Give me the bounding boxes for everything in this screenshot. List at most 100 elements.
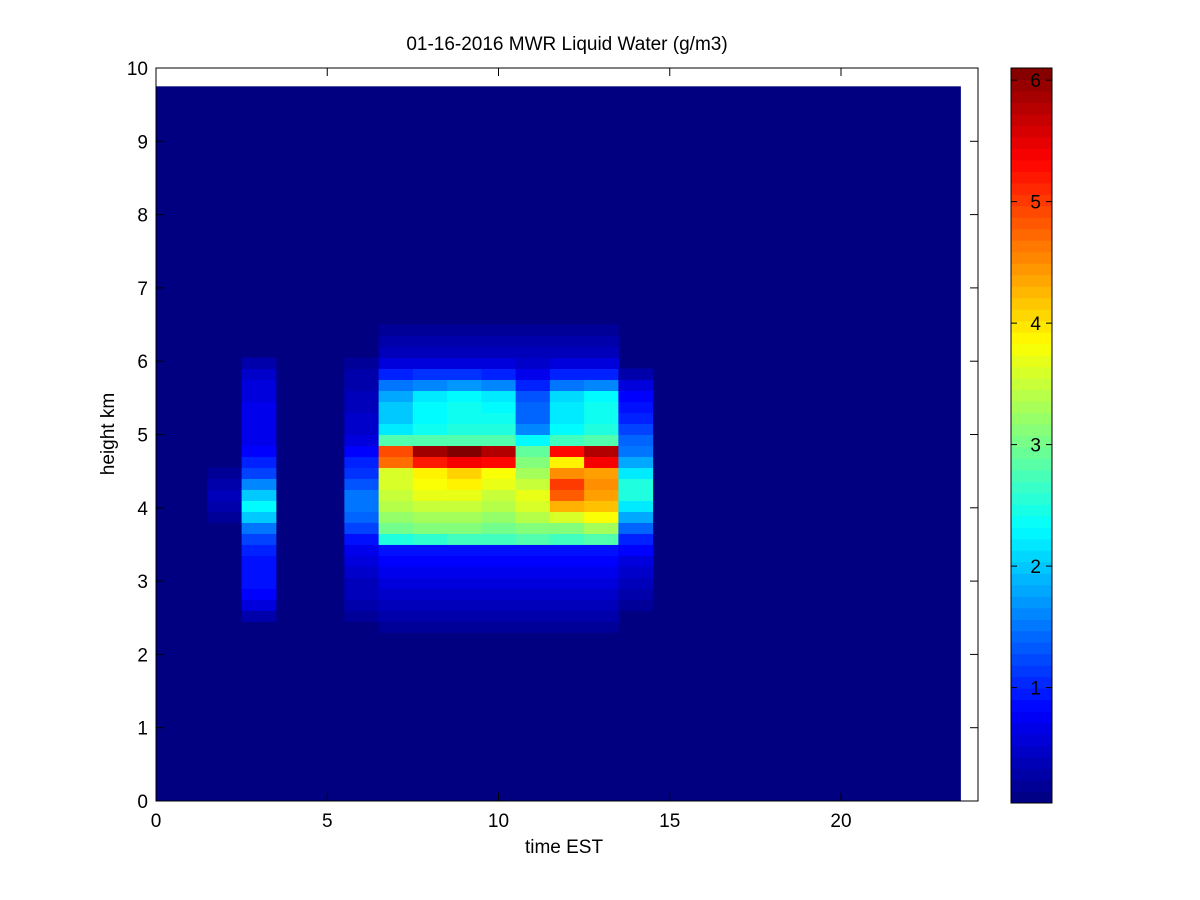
heatmap-cell bbox=[549, 335, 585, 348]
heatmap-cell bbox=[344, 599, 380, 611]
heatmap-cell bbox=[618, 412, 654, 425]
heatmap-cell bbox=[378, 610, 414, 622]
heatmap-cell bbox=[549, 555, 585, 567]
heatmap-cell bbox=[412, 412, 448, 425]
heatmap-cell bbox=[378, 434, 414, 446]
y-axis-ticks: 0 1 2 3 4 5 6 7 8 9 10 bbox=[127, 59, 978, 813]
heatmap-cell bbox=[515, 423, 551, 435]
heatmap-cell bbox=[549, 489, 585, 501]
colorbar-segment bbox=[1011, 182, 1052, 195]
heatmap-cell bbox=[549, 566, 585, 578]
heatmap-cell bbox=[549, 434, 585, 446]
colorbar-segment bbox=[1011, 113, 1052, 126]
heatmap-cell bbox=[447, 522, 482, 534]
heatmap-cell bbox=[618, 566, 654, 578]
heatmap-cell bbox=[515, 434, 551, 446]
heatmap-cell bbox=[241, 467, 277, 479]
heatmap-cell bbox=[344, 566, 380, 578]
y-tick-label: 0 bbox=[137, 792, 148, 813]
heatmap-cell bbox=[344, 489, 380, 501]
heatmap-cell bbox=[481, 324, 517, 337]
heatmap-cell bbox=[549, 500, 585, 512]
heatmap-cell bbox=[378, 577, 414, 589]
y-axis-label: height km bbox=[98, 393, 119, 475]
colorbar-segment bbox=[1011, 573, 1052, 586]
colorbar-frame bbox=[1010, 67, 1053, 804]
heatmap-cell bbox=[481, 588, 517, 600]
heatmap-cell bbox=[481, 368, 517, 381]
heatmap-cell bbox=[447, 390, 482, 403]
heatmap-cell bbox=[584, 566, 619, 578]
heatmap-cell bbox=[549, 423, 585, 435]
heatmap-cell bbox=[618, 555, 654, 567]
heatmap-cell bbox=[412, 357, 448, 370]
heatmap-cell bbox=[618, 445, 654, 457]
heatmap-cell bbox=[515, 467, 551, 479]
heatmap-cell bbox=[412, 467, 448, 479]
heatmap-cell bbox=[412, 423, 448, 435]
colorbar-segment bbox=[1011, 263, 1052, 276]
heatmap-cell bbox=[447, 533, 482, 545]
heatmap-cell bbox=[549, 357, 585, 370]
heatmap-cell bbox=[549, 511, 585, 523]
colorbar-segment bbox=[1011, 136, 1052, 149]
heatmap-cell bbox=[447, 423, 482, 435]
heatmap-cell bbox=[481, 423, 517, 435]
colorbar-segment bbox=[1011, 515, 1052, 528]
heatmap-cell bbox=[447, 577, 482, 589]
heatmap-cell bbox=[241, 588, 277, 600]
heatmap-cell bbox=[584, 390, 619, 403]
heatmap-cell bbox=[378, 412, 414, 425]
heatmap-cell bbox=[481, 511, 517, 523]
heatmap-cell bbox=[618, 434, 654, 446]
heatmap-cell bbox=[618, 368, 654, 381]
heatmap-cell bbox=[584, 555, 619, 567]
heatmap-cell bbox=[378, 379, 414, 392]
heatmap-cell bbox=[241, 445, 277, 457]
heatmap-cell bbox=[378, 522, 414, 534]
y-tick-label: 9 bbox=[137, 132, 148, 153]
colorbar-segment bbox=[1011, 320, 1052, 333]
heatmap-cell bbox=[481, 412, 517, 425]
heatmap-cell bbox=[481, 335, 517, 348]
heatmap-cell bbox=[584, 357, 619, 370]
heatmap-cell bbox=[584, 467, 619, 479]
colorbar-segment bbox=[1011, 389, 1052, 402]
colorbar-segment bbox=[1011, 665, 1052, 678]
colorbar-segment bbox=[1011, 607, 1052, 620]
heatmap-cell bbox=[549, 445, 585, 457]
heatmap-cell bbox=[378, 390, 414, 403]
y-tick-label: 5 bbox=[137, 426, 148, 447]
heatmap-cell bbox=[618, 478, 654, 490]
heatmap-cell bbox=[515, 456, 551, 468]
heatmap-cell bbox=[378, 555, 414, 567]
colorbar-segment bbox=[1011, 561, 1052, 574]
heatmap-cell bbox=[515, 412, 551, 425]
heatmap-cell bbox=[344, 379, 380, 392]
heatmap-cell bbox=[481, 456, 517, 468]
heatmap-cell bbox=[344, 610, 380, 622]
heatmap-cell bbox=[549, 610, 585, 622]
heatmap-cell bbox=[378, 478, 414, 490]
heatmap-cell bbox=[447, 357, 482, 370]
heatmap-cell bbox=[515, 621, 551, 633]
heatmap-cell bbox=[412, 511, 448, 523]
colorbar-segment bbox=[1011, 722, 1052, 735]
heatmap-cell bbox=[241, 357, 277, 370]
heatmap-cell bbox=[481, 533, 517, 545]
heatmap-cell bbox=[344, 456, 380, 468]
heatmap-cell bbox=[618, 522, 654, 534]
heatmap-cell bbox=[412, 478, 448, 490]
colorbar-segment bbox=[1011, 584, 1052, 597]
heatmap-cell bbox=[515, 544, 551, 556]
colorbar-segment bbox=[1011, 194, 1052, 207]
heatmap-cell bbox=[584, 588, 619, 600]
heatmap-cell bbox=[515, 324, 551, 337]
colorbar-segment bbox=[1011, 768, 1052, 781]
heatmap-cell bbox=[618, 489, 654, 501]
heatmap-cell bbox=[207, 467, 243, 479]
heatmap-cell bbox=[515, 500, 551, 512]
heatmap-cell bbox=[618, 544, 654, 556]
heatmap-cell bbox=[241, 544, 277, 556]
colorbar-segment bbox=[1011, 171, 1052, 184]
